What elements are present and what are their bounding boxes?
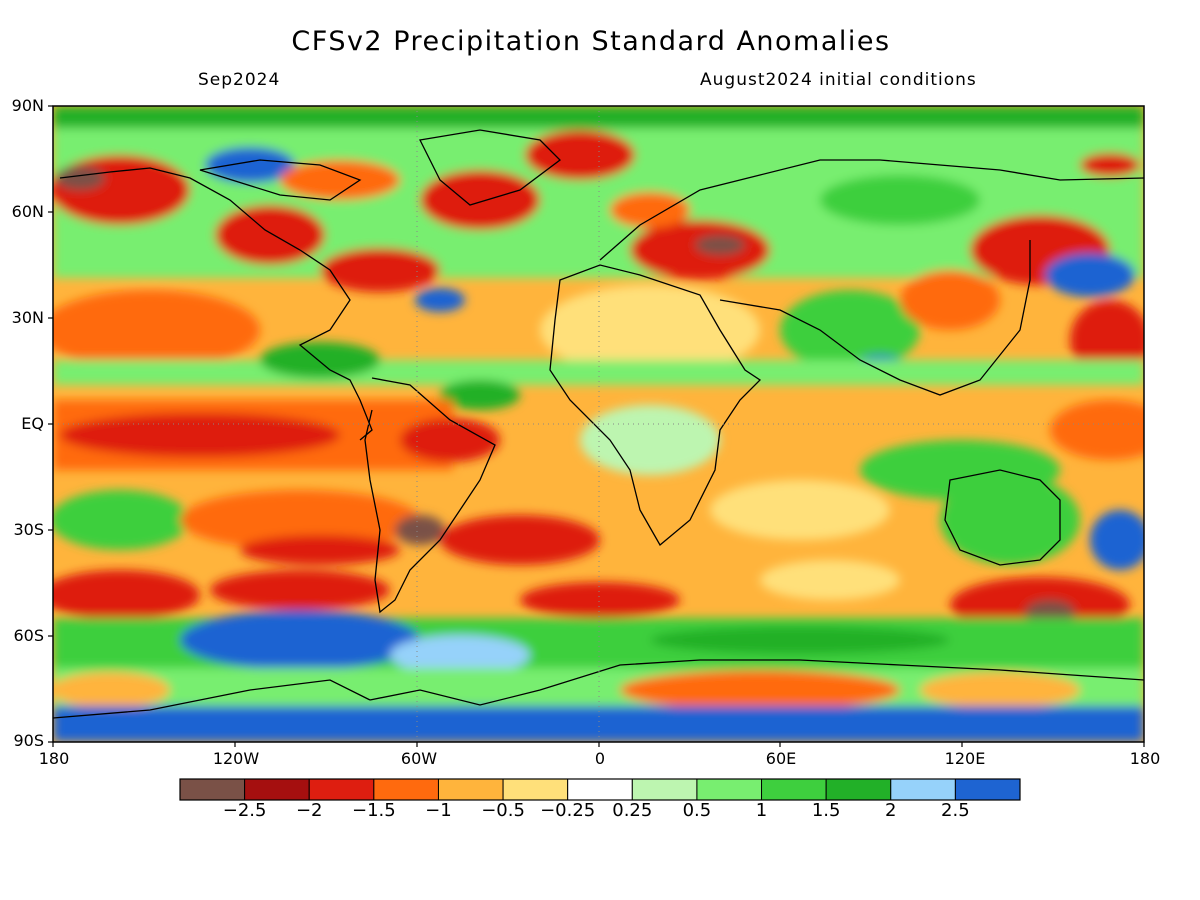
- colorbar-swatch: [825, 778, 892, 801]
- lon-label-0: 0: [594, 749, 606, 768]
- colorbar-swatch: [567, 778, 633, 801]
- valid-month-label: Sep2024: [198, 70, 281, 90]
- lon-label-120e: 120E: [944, 749, 986, 768]
- lat-label-30n: 30N: [11, 308, 44, 327]
- grid-lines: [53, 106, 1144, 742]
- lon-label-180w: 180: [38, 749, 70, 768]
- lon-label-120w: 120W: [212, 749, 260, 768]
- colorbar-label: −1.5: [351, 800, 396, 821]
- axis-ticks: [48, 105, 1145, 747]
- lat-label-30s: 30S: [13, 520, 44, 539]
- colorbar-swatch: [631, 778, 698, 801]
- lat-label-60s: 60S: [13, 626, 44, 645]
- colorbar-label: 2.5: [941, 800, 970, 821]
- colorbar-swatch: [437, 778, 504, 801]
- colorbar-label: 0.25: [612, 800, 653, 821]
- colorbar-label: −0.5: [481, 800, 525, 821]
- colorbar-label: −0.25: [540, 800, 596, 821]
- lat-label-90s: 90S: [13, 731, 44, 750]
- colorbar-swatch: [179, 778, 246, 801]
- lon-label-60w: 60W: [400, 749, 438, 768]
- colorbar-label: 1.5: [811, 800, 841, 821]
- colorbar-swatches: [179, 778, 1021, 801]
- map-title: CFSv2 Precipitation Standard Anomalies: [291, 26, 891, 57]
- colorbar-label: 2: [885, 800, 897, 821]
- colorbar-swatch: [502, 778, 569, 801]
- colorbar-swatch: [244, 778, 310, 801]
- colorbar-swatch: [373, 778, 439, 801]
- initial-conditions-label: August2024 initial conditions: [700, 70, 977, 90]
- colorbar-swatch: [761, 778, 827, 801]
- colorbar-swatch: [890, 778, 956, 801]
- colorbar-swatch: [308, 778, 375, 801]
- colorbar-swatch: [954, 778, 1021, 801]
- colorbar-frame: [179, 778, 1021, 801]
- lon-label-180e: 180: [1129, 749, 1161, 768]
- colorbar-label: 1: [755, 800, 768, 821]
- colorbar-label: −2: [295, 800, 323, 821]
- colorbar-label: 0.5: [682, 800, 712, 821]
- lat-label-90n: 90N: [11, 96, 44, 115]
- lat-label-eq: EQ: [21, 414, 44, 433]
- lat-label-60n: 60N: [11, 202, 44, 221]
- coastlines: [53, 129, 1144, 719]
- lon-label-60e: 60E: [765, 749, 797, 768]
- colorbar-swatch: [696, 778, 763, 801]
- colorbar-label: −2.5: [222, 800, 267, 821]
- colorbar-label: −1: [425, 800, 452, 821]
